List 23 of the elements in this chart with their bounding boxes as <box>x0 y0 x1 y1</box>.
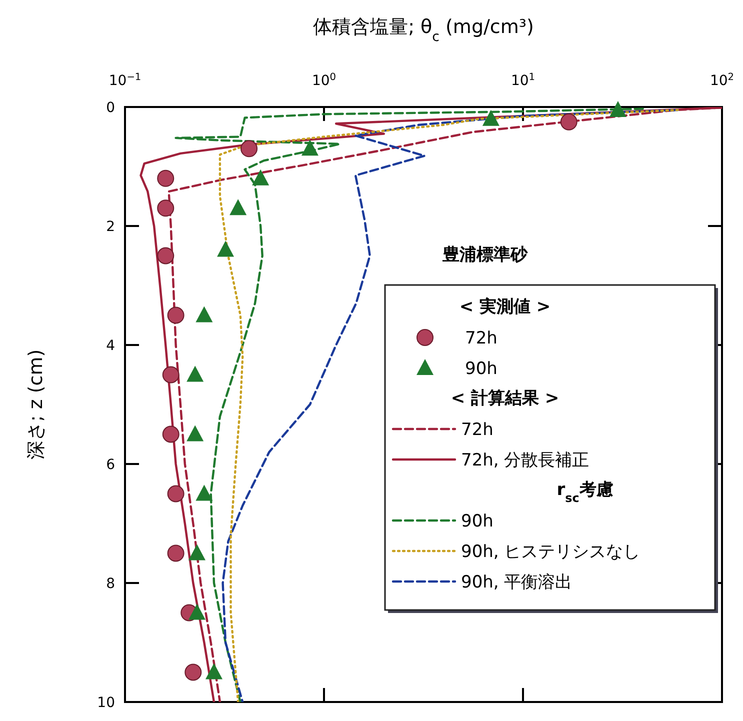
legend-label: 90h, ヒステリシスなし <box>461 542 640 562</box>
y-tick-label: 10 <box>97 695 115 711</box>
y-tick-label: 6 <box>106 457 116 473</box>
x-tick-label: 10$^{2}$ <box>710 72 734 89</box>
legend-label: 72h <box>461 420 494 440</box>
legend-label: 90h <box>461 512 494 532</box>
x-tick-label: 10$^{0}$ <box>312 72 336 89</box>
legend-label: 90h <box>465 359 498 379</box>
y-axis-title: 深さ; z (cm) <box>25 349 47 460</box>
annotation: < 計算結果 > <box>450 388 560 408</box>
annotation: r$_{sc}$考慮 <box>556 480 614 505</box>
y-tick-label: 0 <box>106 100 115 116</box>
annotation: < 実測値 > <box>459 297 551 317</box>
x-tick-label: 10$^{−1}$ <box>108 72 142 89</box>
annotation: 豊浦標準砂 <box>442 245 528 265</box>
legend-label: 72h, 分散長補正 <box>461 450 590 470</box>
y-tick-label: 4 <box>106 338 116 354</box>
y-tick-label: 2 <box>106 219 115 235</box>
legend-label: 90h, 平衡溶出 <box>461 572 572 592</box>
y-tick-label: 8 <box>106 576 115 592</box>
x-axis-title: 体積含塩量; θ$_{c}$ (mg/cm³) <box>313 16 534 44</box>
legend-label: 72h <box>465 328 498 348</box>
x-tick-label: 10$^{1}$ <box>510 72 536 89</box>
